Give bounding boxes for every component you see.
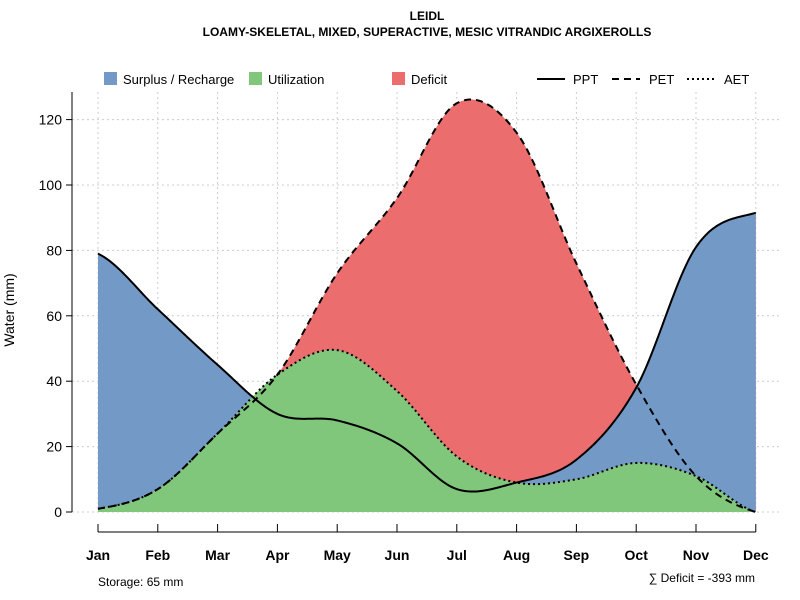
legend-swatch-deficit [392,72,405,85]
deficit-sum-note: ∑ Deficit = -393 mm [649,571,755,585]
series-line-ppt [97,211,757,493]
x-tick-label-dec: Dec [743,547,769,563]
area-fills [98,99,756,513]
legend-label-surplus: Surplus / Recharge [123,72,234,87]
legend-label-ppt: PPT [573,72,598,87]
y-tick-label-60: 60 [46,308,62,324]
y-tick-label-120: 120 [39,112,63,128]
x-tick-label-nov: Nov [683,547,710,563]
y-axis-label: Water (mm) [1,273,17,346]
legend-swatch-utilization [249,72,262,85]
y-tick-label-100: 100 [39,177,63,193]
x-tick-label-sep: Sep [564,547,590,563]
y-tick-label-20: 20 [46,439,62,455]
legend-label-aet: AET [724,72,749,87]
x-tick-label-feb: Feb [145,547,170,563]
legend-swatch-surplus [104,72,117,85]
x-tick-label-oct: Oct [625,547,649,563]
series-line-aet [97,348,757,513]
x-tick-label-jul: Jul [447,547,467,563]
x-tick-label-jan: Jan [86,547,110,563]
y-tick-label-80: 80 [46,242,62,258]
chart-title: LEIDL [410,9,445,23]
legend-label-deficit: Deficit [411,72,448,87]
legend: Surplus / Recharge Utilization Deficit P… [104,72,749,87]
legend-label-utilization: Utilization [268,72,324,87]
y-tick-label-0: 0 [54,504,62,520]
storage-note: Storage: 65 mm [98,575,183,589]
chart-subtitle: LOAMY-SKELETAL, MIXED, SUPERACTIVE, MESI… [203,25,652,39]
legend-label-pet: PET [649,72,674,87]
x-tick-label-apr: Apr [265,547,290,563]
x-tick-label-jun: Jun [385,547,410,563]
x-tick-label-mar: Mar [205,547,230,563]
axes: 0 20 40 60 80 100 120 Jan Feb Mar Apr May Jun Jul Aug S… [39,92,769,563]
x-tick-label-may: May [324,547,351,563]
series-line-pet [97,98,757,513]
x-tick-label-aug: Aug [503,547,530,563]
series-lines [97,98,757,513]
y-tick-label-40: 40 [46,373,62,389]
utilization-area [98,349,756,512]
